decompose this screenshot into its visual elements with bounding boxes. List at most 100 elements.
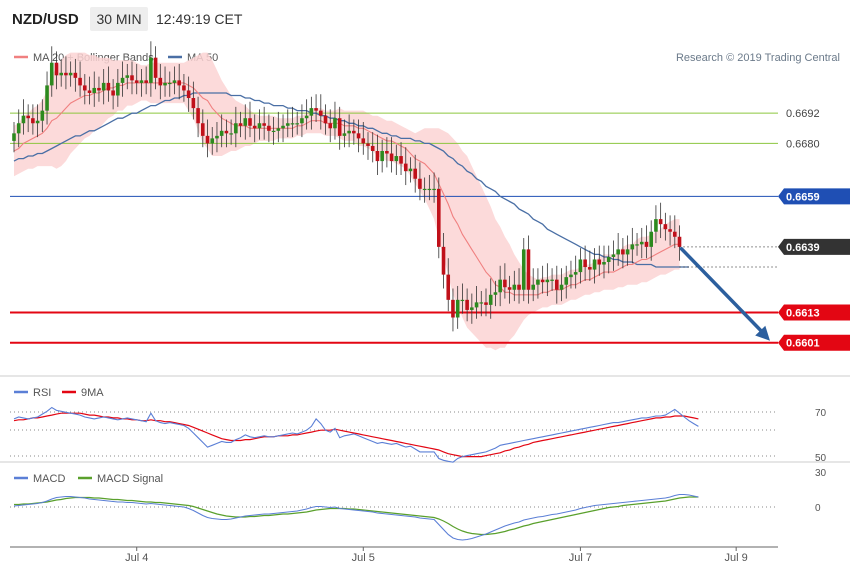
macd-line [13, 493, 699, 541]
candle [309, 96, 314, 130]
candle [658, 202, 663, 239]
macd-zero-label: 0 [815, 503, 821, 514]
candle [31, 104, 35, 135]
symbol-label: NZD/USD [12, 11, 79, 28]
candle-body [130, 75, 134, 81]
candle-body [465, 299, 469, 310]
candle-body [512, 284, 517, 290]
forecast-arrow-head [755, 325, 770, 341]
candle-body [83, 85, 87, 91]
candle [352, 119, 356, 145]
current-price-tag-box [778, 238, 850, 255]
candle [460, 283, 465, 314]
candle-body [234, 123, 238, 134]
candle-body [276, 128, 281, 131]
candle-body [323, 115, 328, 124]
candle [602, 245, 606, 279]
rsi-ma-line [13, 412, 699, 458]
time-label: 12:49:19 CET [156, 11, 243, 27]
candle [621, 238, 625, 269]
red-level-tag-1-label: 0.6601 [786, 338, 820, 350]
candle [262, 106, 266, 140]
candle [375, 134, 380, 175]
green-level-label-1: 0.6680 [786, 138, 820, 150]
rsi-levels: 70 50 30 [10, 408, 827, 479]
candle-body [97, 87, 101, 91]
timeframe-label: 30 MIN [96, 11, 141, 27]
candle-body [413, 168, 417, 179]
candle [644, 225, 649, 259]
candle [550, 268, 554, 292]
candle [300, 104, 304, 138]
x-tick-label-0: Jul 4 [125, 552, 148, 564]
red-level-tag-1-box [778, 334, 850, 351]
candle [370, 132, 375, 163]
current-price-tag-label: 0.6639 [786, 242, 820, 254]
green-level-label-0: 0.6692 [786, 108, 820, 120]
candle [281, 114, 285, 143]
rsi-panel: RSI 9MA 70 50 30 [10, 387, 827, 479]
candle [625, 235, 630, 266]
candle-body [630, 244, 635, 250]
candle-body [31, 118, 35, 124]
candle-body [26, 115, 30, 119]
candle-body [578, 259, 583, 273]
candle [54, 51, 59, 90]
candle [361, 121, 366, 155]
bollinger-band [14, 52, 680, 351]
macd-legend-label: MACD [33, 473, 65, 485]
macd-signal-legend-label: MACD Signal [97, 473, 163, 485]
candle-body [125, 75, 130, 78]
candle [526, 235, 531, 304]
candle-body [403, 163, 408, 172]
candle-body [238, 123, 243, 126]
candle [342, 119, 347, 148]
candle-body [488, 294, 493, 305]
candle [59, 58, 63, 87]
candle-body [252, 125, 257, 129]
candle-body [611, 254, 616, 257]
candle [503, 263, 507, 299]
candle [498, 265, 502, 307]
candle [555, 265, 559, 304]
ma20-line [13, 82, 680, 296]
candle-body [621, 249, 625, 255]
candle-body [271, 130, 276, 133]
candle [111, 79, 115, 110]
candle [418, 162, 422, 201]
candle-body [531, 284, 535, 290]
candle [12, 121, 16, 153]
candle [573, 255, 578, 289]
candle [73, 58, 78, 92]
candle [578, 248, 583, 284]
candle [380, 139, 384, 173]
candle-body [35, 120, 40, 124]
rsi-level-50: 50 [815, 453, 827, 464]
candle [484, 288, 488, 317]
candle [257, 109, 262, 140]
candle [399, 142, 403, 175]
candle-body [229, 133, 233, 135]
ma50-line [13, 92, 689, 268]
candle [149, 41, 153, 97]
candle-body [333, 118, 337, 129]
candle [125, 63, 130, 90]
candle-body [366, 143, 370, 146]
candle [403, 147, 408, 186]
candle [144, 66, 148, 95]
candle [26, 104, 30, 133]
candle-body [616, 249, 620, 255]
candle-body [210, 138, 215, 144]
candle-body [64, 72, 68, 76]
candle-body [484, 302, 488, 305]
candle-body [243, 118, 248, 126]
candle-body [219, 130, 224, 136]
candle [385, 137, 389, 168]
candle-body [16, 123, 21, 134]
level-lines [10, 112, 778, 344]
candle [451, 288, 455, 332]
blue-level-tag-box [778, 188, 850, 205]
candle [276, 111, 281, 143]
candle-body [319, 110, 323, 116]
candle-body [347, 130, 351, 134]
